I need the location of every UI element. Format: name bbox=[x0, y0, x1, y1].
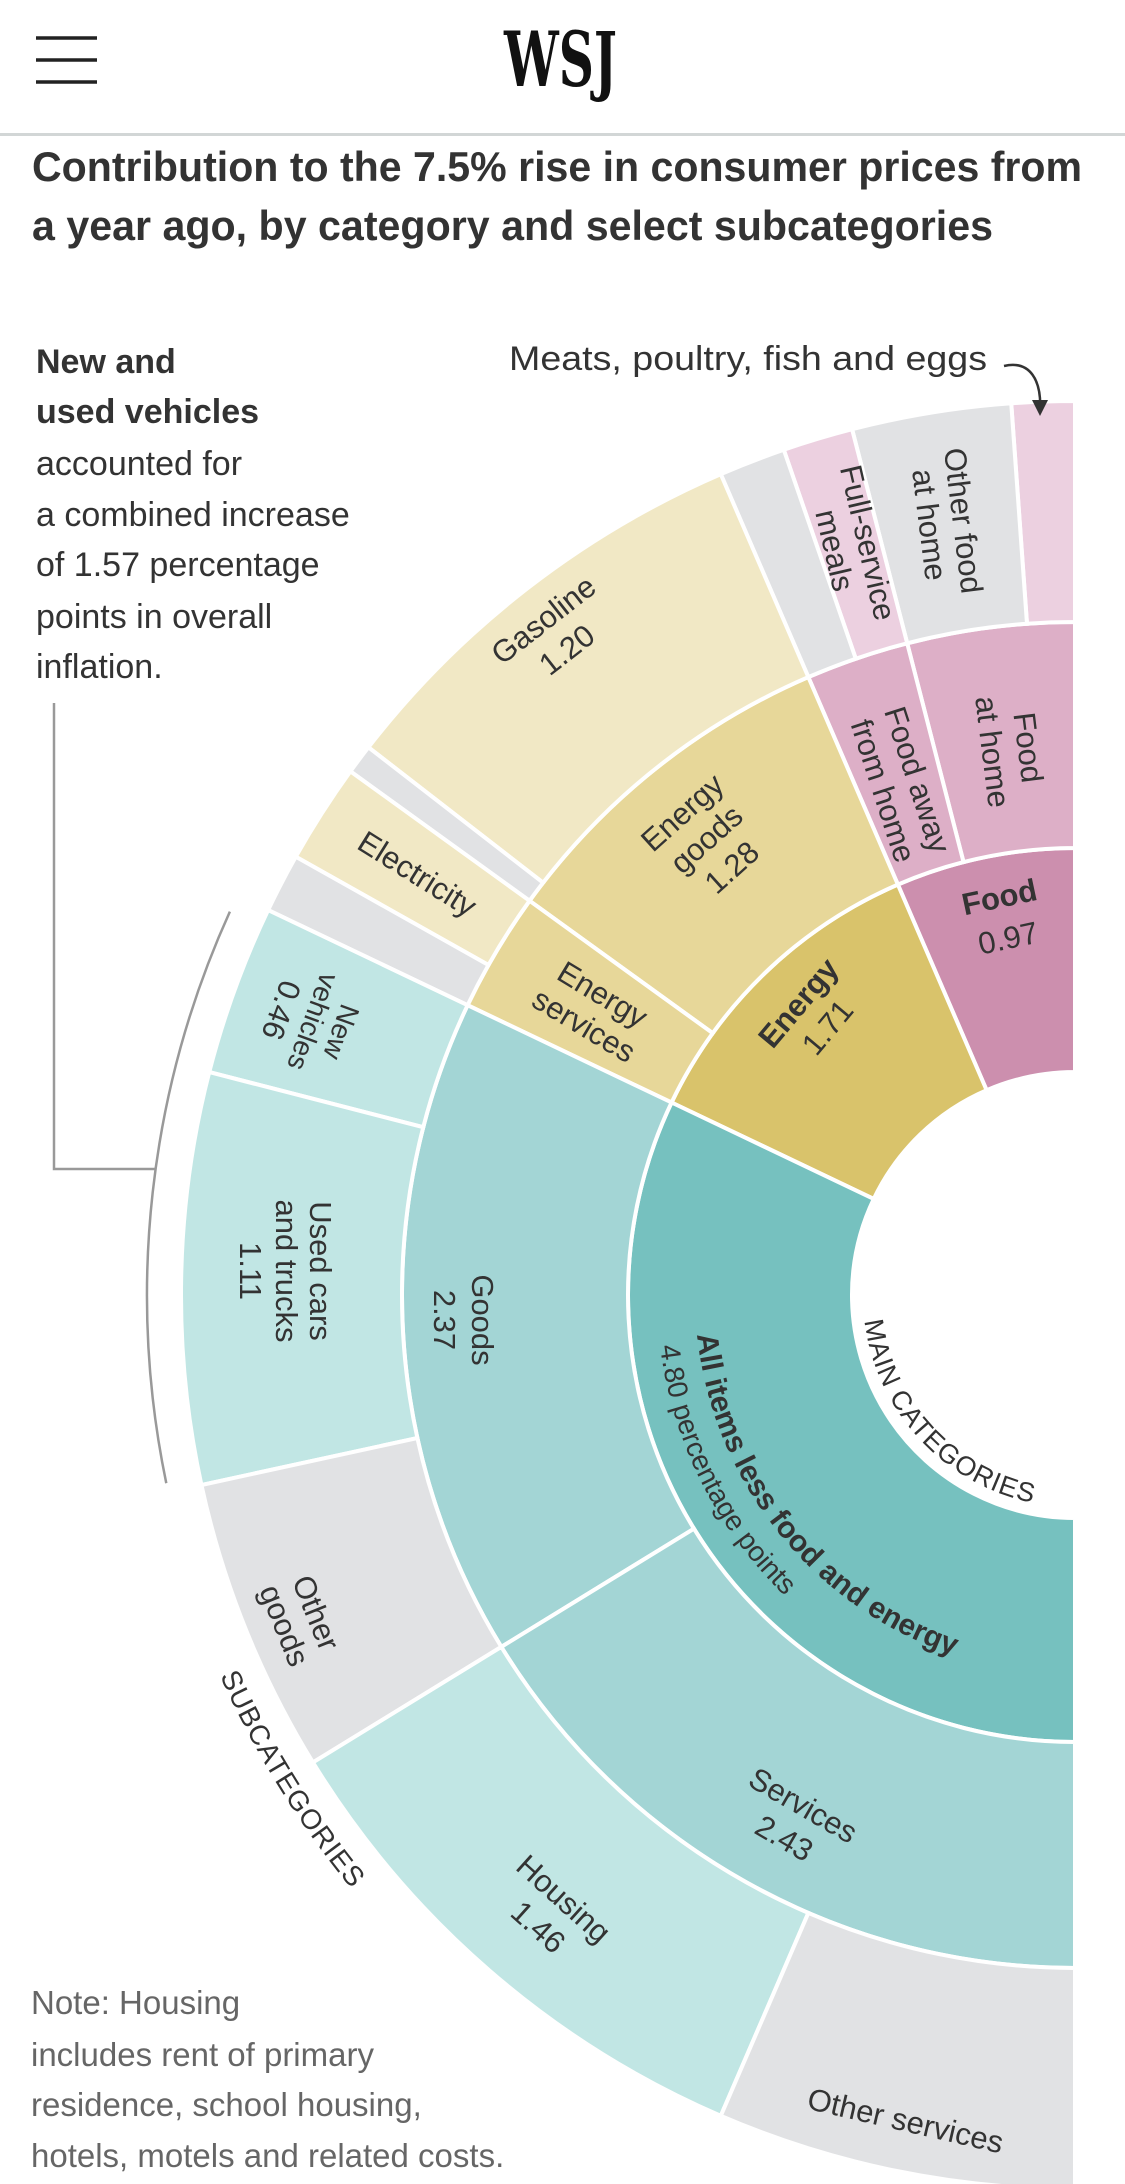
chart-title-line-1: Contribution to the 7.5% rise in consume… bbox=[32, 143, 1082, 190]
svg-text:2.37: 2.37 bbox=[427, 1290, 462, 1350]
hamburger-menu-icon[interactable] bbox=[30, 28, 102, 92]
svg-text:and trucks: and trucks bbox=[269, 1199, 304, 1342]
sunburst-chart bbox=[179, 398, 1077, 2184]
label-used-cars: Used cars and trucks 1.11 bbox=[233, 1199, 338, 1342]
note: Note: Housing includes rent of primary r… bbox=[31, 1984, 504, 2174]
svg-text:of 1.57 percentage: of 1.57 percentage bbox=[36, 546, 320, 584]
annotation-bracket bbox=[52, 703, 156, 1171]
header: WSJ bbox=[0, 15, 1125, 136]
svg-text:New and: New and bbox=[36, 343, 176, 381]
vehicles-bracket-arc bbox=[145, 911, 232, 1484]
svg-text:accounted for: accounted for bbox=[36, 445, 242, 483]
callout-meats: Meats, poultry, fish and eggs bbox=[509, 340, 987, 378]
chart-title-line-2: a year ago, by category and select subca… bbox=[32, 202, 993, 249]
wsj-logo[interactable]: WSJ bbox=[503, 15, 617, 104]
label-new-vehicles: New vehicles 0.46 bbox=[254, 969, 365, 1075]
svg-text:includes rent of primary: includes rent of primary bbox=[31, 2036, 374, 2073]
vehicles-annotation: New and used vehicles accounted for a co… bbox=[36, 343, 350, 686]
wedge-other-services bbox=[718, 1910, 1077, 2184]
svg-text:used vehicles: used vehicles bbox=[36, 393, 259, 431]
svg-text:Goods: Goods bbox=[465, 1274, 500, 1365]
label-goods: Goods 2.37 bbox=[427, 1274, 500, 1365]
callout-arrow-icon bbox=[1003, 363, 1048, 416]
svg-text:1.11: 1.11 bbox=[233, 1242, 268, 1300]
svg-text:Food: Food bbox=[1006, 710, 1049, 784]
svg-text:a combined increase: a combined increase bbox=[36, 496, 350, 534]
label-food-at-home: Food at home bbox=[968, 694, 1050, 809]
svg-text:Note: Housing: Note: Housing bbox=[31, 1984, 240, 2021]
svg-text:residence, school housing,: residence, school housing, bbox=[31, 2086, 422, 2123]
svg-text:inflation.: inflation. bbox=[36, 648, 163, 686]
header-divider bbox=[0, 133, 1125, 136]
svg-text:points in overall: points in overall bbox=[36, 598, 272, 636]
svg-text:Used cars: Used cars bbox=[303, 1201, 338, 1341]
svg-text:hotels, motels and related cos: hotels, motels and related costs. bbox=[31, 2137, 504, 2174]
